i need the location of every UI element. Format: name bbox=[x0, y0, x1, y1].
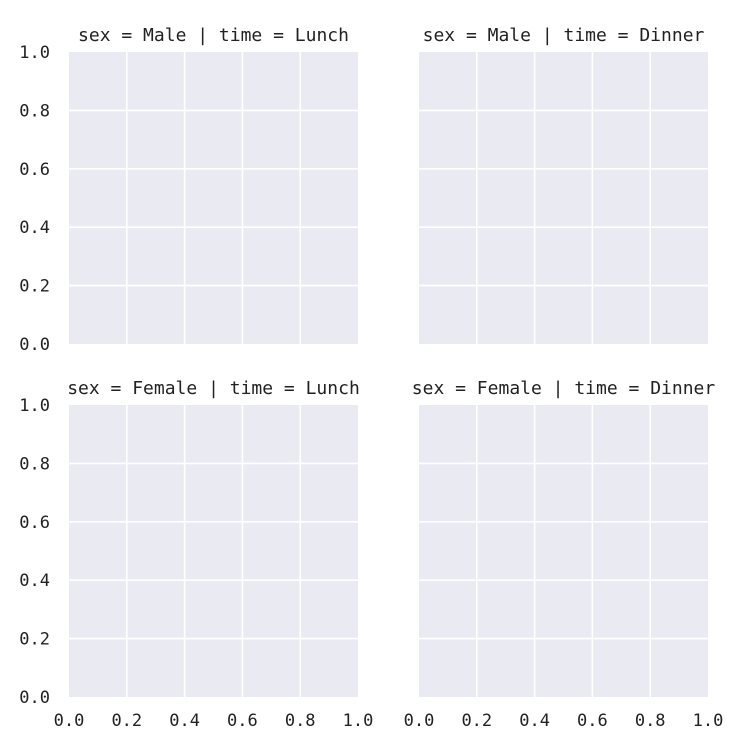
x-tick-label: 0.4 bbox=[519, 711, 550, 731]
y-tick-label: 0.0 bbox=[19, 335, 50, 355]
y-tick-label: 0.2 bbox=[19, 277, 50, 297]
y-tick-label: 0.2 bbox=[19, 630, 50, 650]
facet-panel: sex = Female | time = Lunch 0.0 0.2 0.4 0.6 0… bbox=[19, 378, 373, 731]
x-tick-label: 0.8 bbox=[635, 711, 666, 731]
facet-title: sex = Female | time = Lunch bbox=[67, 378, 360, 399]
x-tick-label: 0.8 bbox=[285, 711, 316, 731]
x-tick-label: 0.2 bbox=[461, 711, 492, 731]
plot-background bbox=[419, 405, 708, 697]
x-tick-label: 1.0 bbox=[693, 711, 724, 731]
plot-background bbox=[69, 405, 358, 697]
x-tick-label: 0.4 bbox=[169, 711, 200, 731]
facet-panel: sex = Male | time = Lunch 0.0 0.2 0.4 0.6 0.8… bbox=[19, 25, 358, 355]
y-tick-label: 1.0 bbox=[19, 43, 50, 63]
x-tick-label: 0.0 bbox=[54, 711, 85, 731]
x-tick-label: 0.2 bbox=[111, 711, 142, 731]
plot-background bbox=[69, 52, 358, 344]
facet-title: sex = Female | time = Dinner bbox=[412, 378, 716, 399]
y-tick-label: 0.0 bbox=[19, 688, 50, 708]
x-tick-label: 0.6 bbox=[227, 711, 258, 731]
plot-background bbox=[419, 52, 708, 344]
y-tick-label: 0.6 bbox=[19, 160, 50, 180]
y-tick-label: 0.6 bbox=[19, 513, 50, 533]
y-tick-label: 0.8 bbox=[19, 454, 50, 474]
y-tick-label: 0.8 bbox=[19, 101, 50, 121]
x-tick-label: 0.0 bbox=[404, 711, 435, 731]
facet-panel: sex = Male | time = Dinner bbox=[419, 25, 708, 344]
facet-title: sex = Male | time = Lunch bbox=[78, 25, 349, 46]
x-tick-label: 1.0 bbox=[343, 711, 374, 731]
facet-panel: sex = Female | time = Dinner 0.0 0.2 0.4 0.6… bbox=[404, 378, 724, 731]
y-tick-label: 0.4 bbox=[19, 571, 50, 591]
x-tick-label: 0.6 bbox=[577, 711, 608, 731]
y-tick-label: 0.4 bbox=[19, 218, 50, 238]
facet-title: sex = Male | time = Dinner bbox=[423, 25, 705, 46]
y-tick-label: 1.0 bbox=[19, 396, 50, 416]
